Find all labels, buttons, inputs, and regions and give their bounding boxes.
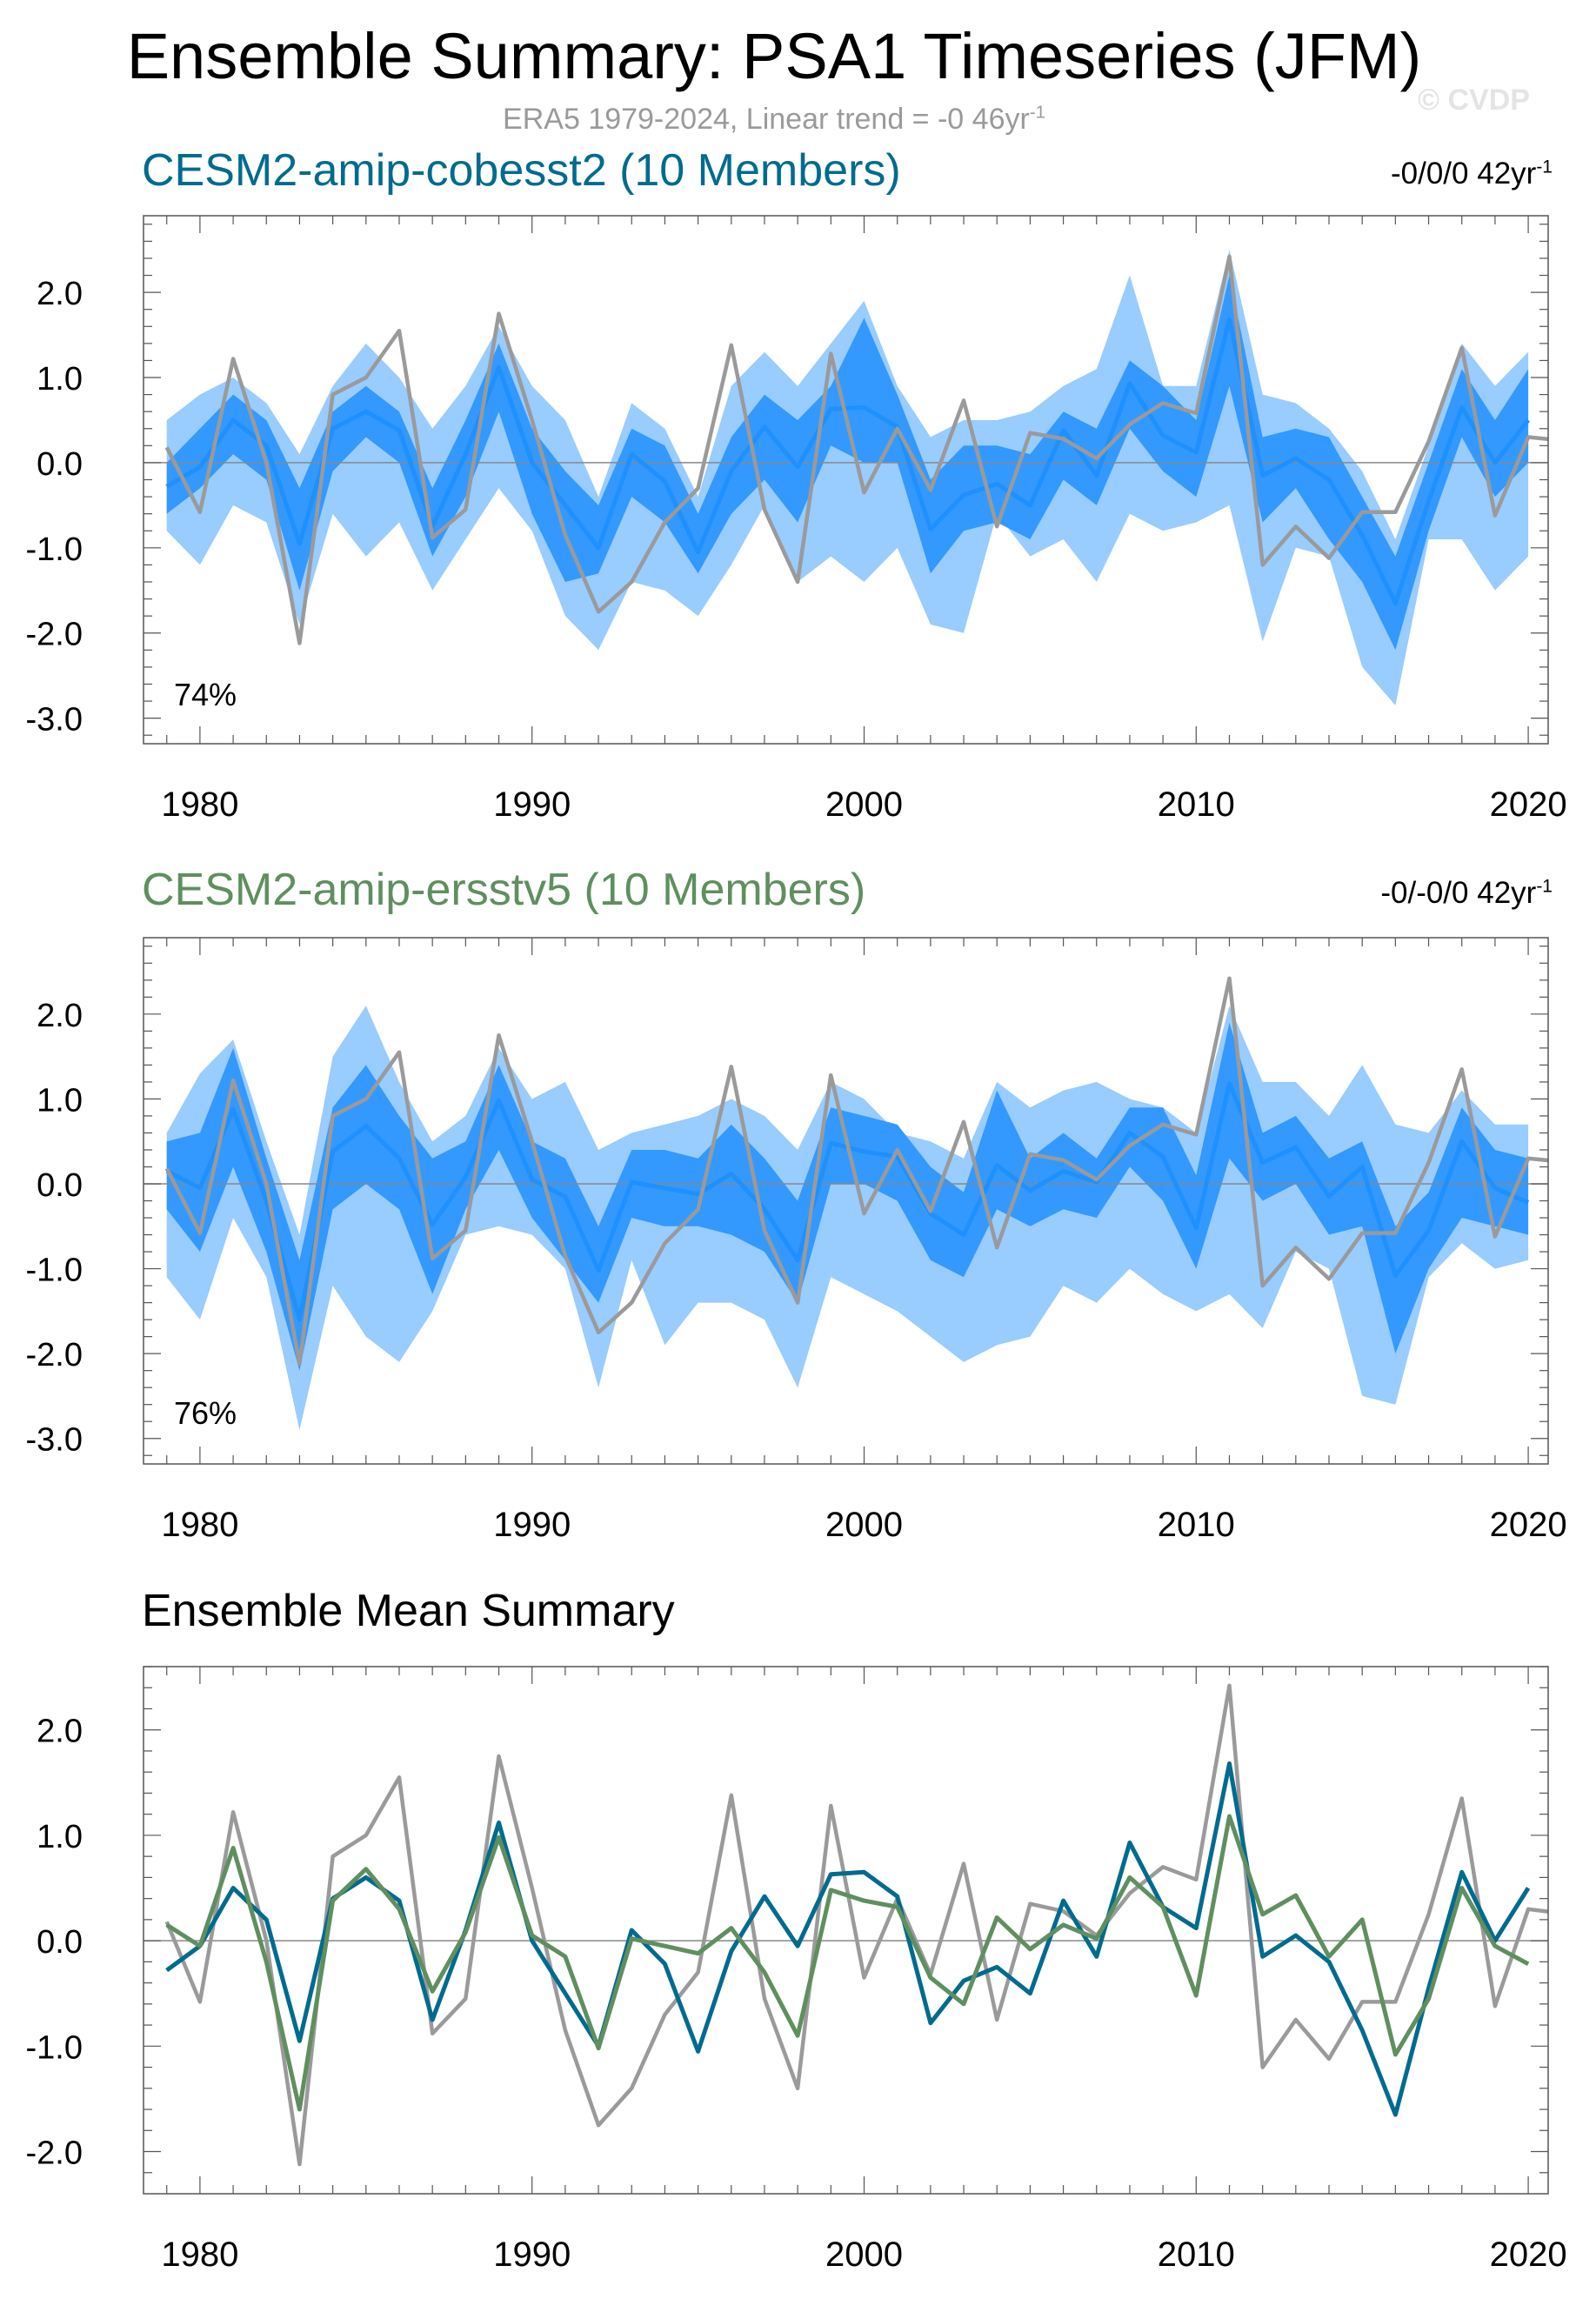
panel-1-x-tick-label: 2020 xyxy=(1490,785,1567,824)
panel-3-frame xyxy=(143,1666,1549,2195)
panel-2-trend-exponent: -1 xyxy=(1536,876,1553,897)
panel-2-trend: -0/-0/0 42yr-1 xyxy=(1380,876,1553,911)
panel-2-y-tick-label: 2.0 xyxy=(37,998,83,1034)
subtitle: ERA5 1979-2024, Linear trend = -0 46yr-1 xyxy=(0,103,1548,137)
panel-2-plot: 1980 1990 2000 2010 2020 -3.0 -2.0 -1.0 0.0 1.0 2.… xyxy=(26,937,1567,1544)
panel-2-trend-text: -0/-0/0 42yr xyxy=(1380,876,1537,910)
panel-3-y-tick-label: 1.0 xyxy=(37,1819,83,1855)
panel-3-x-tick-label: 2010 xyxy=(1158,2235,1235,2274)
panel-2-plot-area xyxy=(144,976,1548,1430)
panel-3-x-tick-label: 2000 xyxy=(825,2235,903,2274)
panel-3-y-tick-label: -1.0 xyxy=(26,2029,83,2066)
panel-2-y-tick-label: -1.0 xyxy=(26,1253,83,1289)
panel-1-y-tick-label: 1.0 xyxy=(37,361,83,398)
panel-1-plot-area xyxy=(144,250,1548,705)
panel-1-x-tick-label: 2000 xyxy=(825,785,903,824)
panel-3-x-tick-label: 1990 xyxy=(493,2235,571,2274)
panel-1-inner-spread-band xyxy=(166,275,1529,651)
panel-1-x-tick-label: 1990 xyxy=(493,785,571,824)
panel-3-plot: 1980 1990 2000 2010 2020 -2.0 -1.0 0.0 1.0 2.0 xyxy=(26,1666,1567,2274)
panel-1-y-tick-label: 0.0 xyxy=(37,446,83,483)
panel-1-x-tick-label: 1980 xyxy=(161,785,238,824)
panel-1-obs-line xyxy=(164,254,1548,645)
panel-2-percent: 76% xyxy=(174,1395,237,1431)
panel-3-y-tick-label: 2.0 xyxy=(37,1714,83,1750)
panel-1-title: CESM2-amip-cobesst2 (10 Members) xyxy=(142,145,901,196)
panel-2-x-tick-label: 1980 xyxy=(161,1506,238,1544)
panel-2-inner-spread-band xyxy=(166,1022,1529,1371)
panel-1-percent: 74% xyxy=(174,677,237,712)
panel-2-obs-line xyxy=(164,976,1548,1367)
panel-2-y-tick-label: 0.0 xyxy=(37,1167,83,1204)
copyright-watermark: © CVDP xyxy=(1418,84,1530,117)
panel-1-trend-text: -0/0/0 42yr xyxy=(1391,157,1537,190)
panel-1-x-tick-label: 2010 xyxy=(1158,785,1235,824)
panel-2-x-tick-label: 1990 xyxy=(493,1506,571,1544)
panel-3-y-tick-label: 0.0 xyxy=(37,1924,83,1961)
panel-3-title: Ensemble Mean Summary xyxy=(142,1586,675,1636)
subtitle-text: ERA5 1979-2024, Linear trend = -0 46yr xyxy=(503,103,1030,136)
panel-3-x-tick-label: 1980 xyxy=(161,2235,238,2274)
panel-1-ensemble-mean-line xyxy=(165,317,1531,605)
subtitle-unit-exponent: -1 xyxy=(1029,103,1045,123)
main-title: Ensemble Summary: PSA1 Timeseries (JFM) xyxy=(126,20,1422,92)
panel-2-x-tick-label: 2000 xyxy=(825,1506,903,1544)
panel-1-y-tick-label: -2.0 xyxy=(26,617,83,653)
panel-2-y-tick-label: 1.0 xyxy=(37,1082,83,1119)
panel-3-plot-area xyxy=(144,1683,1548,2167)
panel-3-series-1-line xyxy=(165,1761,1531,2117)
panel-3-y-tick-label: -2.0 xyxy=(26,2135,83,2172)
panel-1-trend-exponent: -1 xyxy=(1536,157,1553,177)
panel-3-obs-line xyxy=(164,1683,1548,2167)
panel-2-y-tick-label: -3.0 xyxy=(26,1422,83,1459)
panel-1-y-tick-label: -3.0 xyxy=(26,702,83,738)
panel-2-y-tick-label: -2.0 xyxy=(26,1337,83,1373)
panel-3-x-tick-label: 2020 xyxy=(1490,2235,1567,2274)
panel-2-title: CESM2-amip-ersstv5 (10 Members) xyxy=(142,865,866,915)
panel-3-series-2-line xyxy=(165,1814,1530,2112)
panel-1-plot: 1980 1990 2000 2010 2020 -3.0 -2.0 -1.0 0.0 1.0 2.… xyxy=(26,215,1567,824)
panel-1-outer-spread-band xyxy=(166,250,1529,705)
panel-2-x-tick-label: 2010 xyxy=(1158,1506,1235,1544)
panel-1-y-tick-label: 2.0 xyxy=(37,276,83,312)
panel-1-trend: -0/0/0 42yr-1 xyxy=(1391,157,1553,191)
panel-1-y-tick-label: -1.0 xyxy=(26,531,83,568)
panel-2-x-tick-label: 2020 xyxy=(1490,1506,1567,1544)
